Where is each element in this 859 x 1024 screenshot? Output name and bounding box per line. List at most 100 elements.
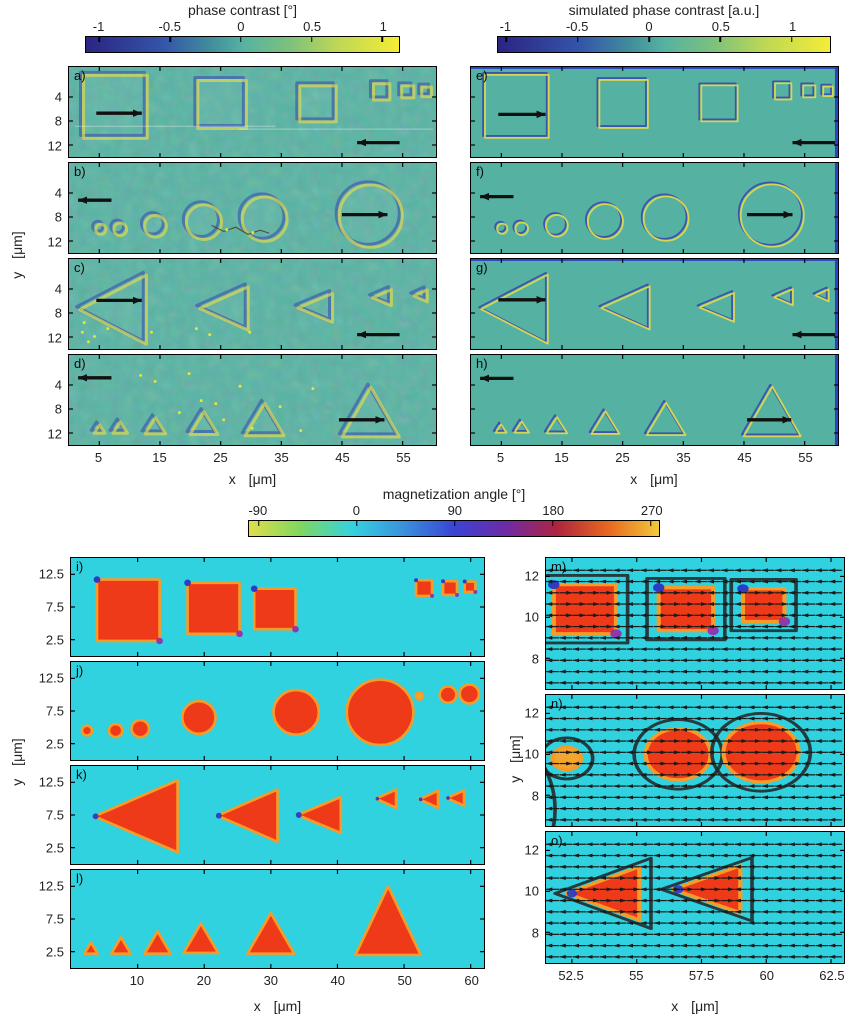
shape-sq <box>295 81 335 121</box>
shape-tl <box>296 292 335 324</box>
magnet-shape-ci <box>80 724 94 737</box>
tick-label: 8 <box>531 925 539 941</box>
x-axis-label-top-left: x [μm] <box>228 471 277 487</box>
vortex-corner <box>441 579 446 584</box>
shape-sq <box>482 72 548 137</box>
shape-ci <box>494 220 507 233</box>
shape-ci <box>337 183 404 249</box>
y-tick-labels-c: 4 8 12 <box>26 258 64 350</box>
panel-e: e) <box>470 66 839 158</box>
shape-ci <box>514 221 529 236</box>
tick-label: 30 <box>263 973 279 988</box>
tick-marks <box>546 558 844 689</box>
shape-ci <box>640 193 688 240</box>
shape-sq <box>772 80 791 99</box>
vortex-corner <box>414 578 419 583</box>
tick-label: 2.5 <box>45 944 64 960</box>
shape-tu <box>590 410 621 435</box>
tick-label: 25 <box>615 450 630 465</box>
panel-background <box>471 355 838 445</box>
shape-ci <box>739 183 805 248</box>
colorbar-simulated-tick-labels: -1 -0.5 0 0.5 1 <box>497 19 831 36</box>
tick-label: 57.5 <box>688 968 715 983</box>
colorbar-magnetization-tick-labels: -90 0 90 180 270 <box>248 503 662 520</box>
shape-ci <box>181 200 221 239</box>
magnet-shape-sq <box>740 587 787 624</box>
x-tick-labels-h: 5 15 25 35 45 55 <box>470 450 839 465</box>
colorbar-magnetization: magnetization angle [°] -90 0 90 180 270 <box>248 486 663 537</box>
panel-h: h) <box>470 354 839 446</box>
panel-label-l: l) <box>76 871 84 886</box>
x-axis-label-bottom-right: x [μm] <box>671 998 719 1014</box>
speck-artifact <box>248 330 252 334</box>
panel-canvas-g <box>471 259 838 349</box>
shape-ci <box>512 219 528 235</box>
shape-tl <box>598 283 649 329</box>
tick-marks <box>471 355 838 445</box>
shape-contour <box>729 578 798 633</box>
speck-artifact <box>250 426 254 430</box>
tick-label: 12.5 <box>38 878 64 894</box>
shape-sq <box>598 79 649 129</box>
shape-tu <box>513 420 530 434</box>
tick-label: 55 <box>396 450 411 465</box>
vortex-corner <box>430 593 435 598</box>
panel-k: k) <box>70 765 485 865</box>
panel-d: d) <box>68 354 437 446</box>
shape-sq <box>698 82 737 121</box>
panel-i: i) <box>70 557 485 657</box>
panel-canvas-i <box>71 558 484 656</box>
panel-label-j: j) <box>76 663 84 678</box>
magnet-shape-sq <box>463 580 477 594</box>
tick-label: 8 <box>531 788 539 804</box>
shape-tl <box>773 288 794 307</box>
tick-marks <box>71 662 484 760</box>
tick-label: 45 <box>335 450 350 465</box>
shape-sq <box>822 85 834 98</box>
tick-label: 55 <box>798 450 813 465</box>
colorbar-magnetization-title: magnetization angle [°] <box>382 486 526 502</box>
shape-sq <box>820 83 832 96</box>
tick-label: 8 <box>54 113 62 129</box>
shape-tu <box>645 401 687 437</box>
colorbar-tick-mark <box>791 37 793 42</box>
tick-label: 7.5 <box>45 599 64 615</box>
shape-tl <box>480 273 549 345</box>
colorbar-tick-label: -0.5 <box>565 19 589 34</box>
y-tick-labels-k: 12.5 7.5 2.5 <box>28 765 66 865</box>
speck-artifact <box>299 429 303 433</box>
y-axis-label-bottom-left: y [μm] <box>9 738 25 786</box>
speck-artifact <box>187 372 191 376</box>
colorbar-tick-label: 0 <box>237 19 245 34</box>
vortex-corner <box>737 584 749 594</box>
colorbar-tick-mark <box>98 37 101 42</box>
tick-marks <box>471 67 838 157</box>
panel-canvas-d <box>69 355 436 445</box>
shape-sq <box>397 81 413 97</box>
colorbar-tick-mark <box>258 521 260 526</box>
magnet-shape-tu <box>246 911 296 955</box>
shape-tl <box>698 292 735 323</box>
tick-label: 8 <box>531 651 539 667</box>
tick-marks <box>69 163 436 253</box>
colorbar-tick-mark <box>310 37 313 42</box>
speck-artifact <box>278 405 282 409</box>
y-tick-labels-n: 12 10 8 <box>503 694 541 827</box>
tick-label: 12.5 <box>38 566 64 582</box>
panel-label-c: c) <box>74 260 85 275</box>
tick-label: 5 <box>94 450 103 465</box>
panel-label-e: e) <box>476 68 488 83</box>
shape-ci <box>496 222 509 235</box>
magnet-shape-ci <box>414 691 425 701</box>
vortex-corner <box>610 629 622 639</box>
panel-label-i: i) <box>76 559 84 574</box>
magnet-shape-sq <box>441 579 459 597</box>
panel-c: c) <box>68 258 437 350</box>
panel-canvas-j <box>71 662 484 760</box>
shape-ci <box>143 214 168 239</box>
shape-tu <box>340 385 401 439</box>
panel-canvas-h <box>471 355 838 445</box>
panel-canvas-b <box>69 163 436 253</box>
colorbar-tick-mark <box>576 37 579 42</box>
panel-a: a) <box>68 66 437 158</box>
